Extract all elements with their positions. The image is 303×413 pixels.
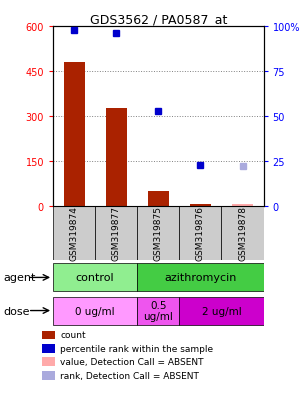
Bar — [179, 297, 264, 325]
Bar — [221, 206, 264, 260]
Bar — [53, 206, 95, 260]
Text: GSM319874: GSM319874 — [70, 206, 78, 261]
Text: rank, Detection Call = ABSENT: rank, Detection Call = ABSENT — [60, 371, 199, 380]
Bar — [53, 297, 137, 325]
Text: 0 ug/ml: 0 ug/ml — [75, 306, 115, 316]
Bar — [106, 109, 127, 206]
Bar — [42, 344, 55, 353]
Text: count: count — [60, 330, 86, 339]
Text: value, Detection Call = ABSENT: value, Detection Call = ABSENT — [60, 357, 204, 366]
Bar — [64, 63, 85, 206]
Bar — [137, 206, 179, 260]
Bar — [137, 264, 264, 292]
Bar — [232, 204, 253, 206]
Text: 2 ug/ml: 2 ug/ml — [201, 306, 241, 316]
Bar — [42, 358, 55, 366]
Bar — [42, 371, 55, 380]
Bar — [42, 331, 55, 339]
Text: GSM319875: GSM319875 — [154, 206, 163, 261]
Bar — [148, 192, 169, 206]
Text: GSM319877: GSM319877 — [112, 206, 121, 261]
Text: 0.5
ug/ml: 0.5 ug/ml — [143, 300, 173, 322]
Bar — [137, 297, 179, 325]
Text: dose: dose — [3, 306, 29, 316]
Text: azithromycin: azithromycin — [164, 273, 237, 283]
Bar — [179, 206, 221, 260]
Bar — [190, 204, 211, 206]
Text: percentile rank within the sample: percentile rank within the sample — [60, 344, 214, 353]
Text: GSM319878: GSM319878 — [238, 206, 247, 261]
Text: control: control — [76, 273, 115, 283]
Bar — [95, 206, 137, 260]
Text: GSM319876: GSM319876 — [196, 206, 205, 261]
Bar — [53, 264, 137, 292]
Text: agent: agent — [3, 273, 35, 283]
Title: GDS3562 / PA0587_at: GDS3562 / PA0587_at — [90, 13, 227, 26]
